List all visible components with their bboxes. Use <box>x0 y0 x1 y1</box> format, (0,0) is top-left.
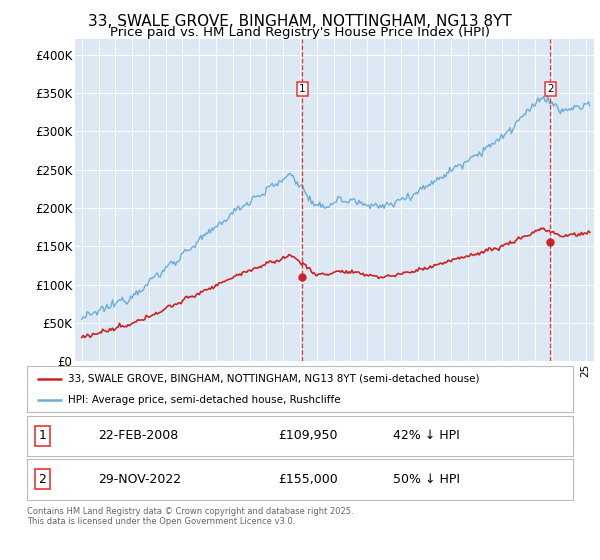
Text: Contains HM Land Registry data © Crown copyright and database right 2025.
This d: Contains HM Land Registry data © Crown c… <box>27 507 353 526</box>
Text: HPI: Average price, semi-detached house, Rushcliffe: HPI: Average price, semi-detached house,… <box>68 395 341 405</box>
Text: 29-NOV-2022: 29-NOV-2022 <box>98 473 181 486</box>
Text: £155,000: £155,000 <box>278 473 338 486</box>
Text: 1: 1 <box>299 84 306 94</box>
Text: 50% ↓ HPI: 50% ↓ HPI <box>393 473 460 486</box>
Text: £109,950: £109,950 <box>278 430 338 442</box>
Text: 42% ↓ HPI: 42% ↓ HPI <box>393 430 460 442</box>
Text: Price paid vs. HM Land Registry's House Price Index (HPI): Price paid vs. HM Land Registry's House … <box>110 26 490 39</box>
Text: 33, SWALE GROVE, BINGHAM, NOTTINGHAM, NG13 8YT (semi-detached house): 33, SWALE GROVE, BINGHAM, NOTTINGHAM, NG… <box>68 374 479 384</box>
Text: 33, SWALE GROVE, BINGHAM, NOTTINGHAM, NG13 8YT: 33, SWALE GROVE, BINGHAM, NOTTINGHAM, NG… <box>88 14 512 29</box>
Text: 2: 2 <box>38 473 46 486</box>
Text: 2: 2 <box>547 84 554 94</box>
Text: 22-FEB-2008: 22-FEB-2008 <box>98 430 178 442</box>
Text: 1: 1 <box>38 430 46 442</box>
